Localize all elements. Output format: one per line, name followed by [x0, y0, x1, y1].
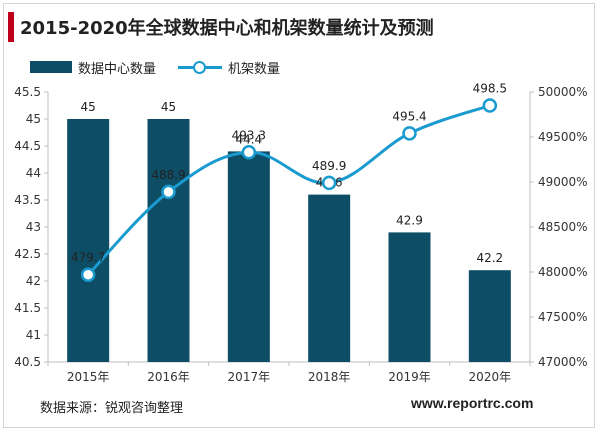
line-point — [80, 267, 96, 282]
right-axis-tick-label: 49500% — [538, 130, 588, 144]
left-axis-tick-label: 41.5 — [14, 301, 41, 315]
chart-title: 2015-2020年全球数据中心和机架数量统计及预测 — [20, 18, 434, 39]
left-axis-tick-label: 40.5 — [14, 355, 41, 369]
bar — [227, 151, 270, 362]
legend-swatch-bars — [30, 61, 72, 73]
line-point — [241, 145, 257, 160]
bar-data-label: 42.2 — [476, 251, 503, 265]
bar — [468, 270, 511, 362]
legend-item-line: 机架数量 — [178, 58, 280, 77]
x-axis-tick-label: 2016年 — [147, 370, 190, 384]
bar — [67, 119, 110, 362]
chart-frame — [3, 3, 595, 428]
bar-data-label: 42.9 — [396, 213, 423, 227]
line-data-label: 479.7 — [71, 251, 105, 265]
legend-label-line: 机架数量 — [228, 61, 281, 77]
data-source-note: 数据来源：锐观咨询整理 — [40, 401, 184, 416]
line-data-label: 493.3 — [232, 128, 266, 142]
legend-label-bars: 数据中心数量 — [78, 61, 157, 77]
left-axis-tick-label: 43.5 — [14, 193, 41, 207]
line-data-label: 489.9 — [312, 159, 346, 173]
left-axis-tick-label: 44 — [26, 166, 41, 180]
bar-data-label: 45 — [81, 100, 96, 114]
x-axis-tick-label: 2020年 — [469, 370, 512, 384]
bar-data-label: 45 — [161, 100, 176, 114]
x-axis-tick-label: 2019年 — [388, 370, 431, 384]
bar — [388, 232, 431, 362]
line-data-label: 498.5 — [473, 82, 507, 96]
left-axis-tick-label: 44.5 — [14, 139, 41, 153]
legend-swatch-line — [178, 60, 223, 74]
line-point — [482, 98, 498, 113]
x-axis-tick-label: 2018年 — [308, 370, 351, 384]
title-accent-bar — [8, 12, 14, 42]
left-axis-tick-label: 42.5 — [14, 247, 41, 261]
right-axis-tick-label: 47000% — [538, 355, 588, 369]
right-axis-tick-label: 50000% — [538, 85, 588, 99]
left-axis-tick-label: 42 — [26, 274, 41, 288]
left-axis-tick-label: 45 — [26, 112, 41, 126]
right-axis-tick-label: 48500% — [538, 220, 588, 234]
legend-item-bars: 数据中心数量 — [30, 58, 156, 77]
line-data-label: 495.4 — [392, 109, 426, 123]
line-point — [321, 175, 337, 191]
chart-legend: 数据中心数量 机架数量 — [30, 58, 302, 77]
left-axis-tick-label: 45.5 — [14, 85, 41, 99]
right-axis-tick-label: 47500% — [538, 310, 588, 324]
bar — [308, 194, 351, 362]
website-watermark: www.reportrc.com — [411, 395, 534, 411]
bar-data-label: 44.4 — [235, 132, 262, 146]
x-axis-tick-label: 2015年 — [67, 370, 110, 384]
left-axis-tick-label: 43 — [26, 220, 41, 234]
left-axis-tick-label: 41 — [26, 328, 41, 342]
bar — [147, 119, 190, 362]
right-axis-tick-label: 48000% — [538, 265, 588, 279]
line-point — [161, 184, 176, 200]
line-point — [402, 126, 417, 141]
line-data-label: 488.9 — [151, 168, 185, 182]
x-axis-tick-label: 2017年 — [228, 370, 271, 384]
right-axis-tick-label: 49000% — [538, 175, 588, 189]
